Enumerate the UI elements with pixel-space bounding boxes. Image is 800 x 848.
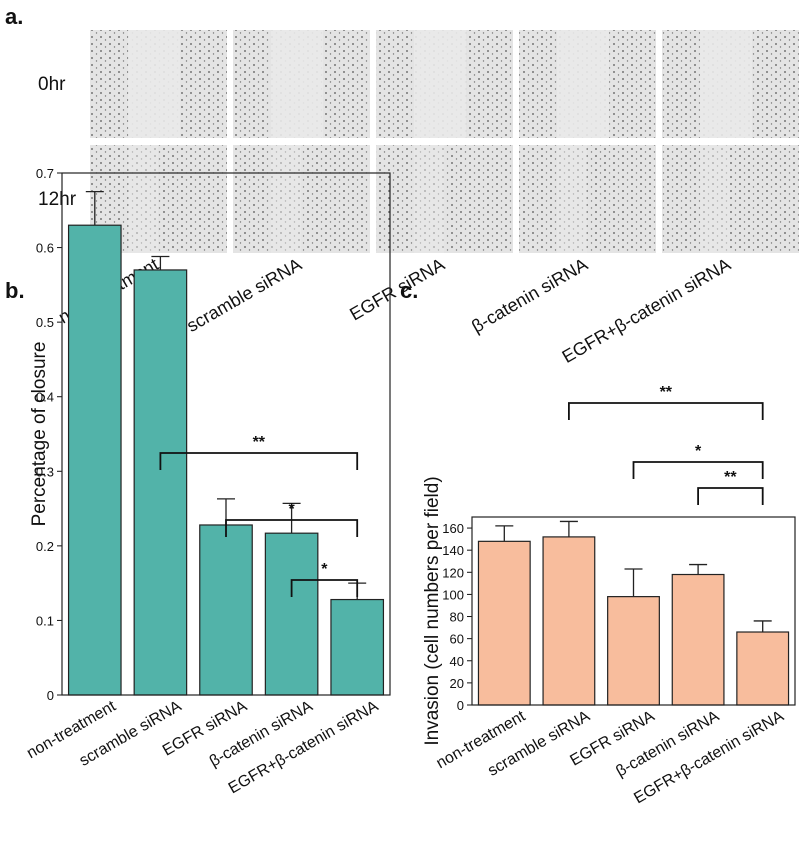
error-bar <box>282 502 301 534</box>
image-grid <box>90 30 799 253</box>
bar <box>736 631 790 706</box>
y-tick-label: 0.7 <box>36 166 54 181</box>
micrograph <box>376 145 513 253</box>
wound-gap <box>414 30 466 138</box>
significance-bracket <box>290 579 359 597</box>
wound-gap <box>414 145 444 253</box>
y-tick-label: 0.2 <box>36 539 54 554</box>
y-tick-label: 40 <box>450 654 464 669</box>
wound-gap <box>700 30 752 138</box>
column-label: scramble siRNA <box>183 254 305 336</box>
y-tick-label: 160 <box>442 521 464 536</box>
wound-gap <box>557 145 587 253</box>
bar <box>264 532 319 696</box>
significance-label: ** <box>724 469 737 486</box>
bar <box>477 540 531 706</box>
y-tick-label: 60 <box>450 632 464 647</box>
y-axis-label: Percentage of closure <box>29 342 50 527</box>
y-tick-label: 0.3 <box>36 464 54 479</box>
error-bar <box>559 520 578 537</box>
significance-label: * <box>695 443 702 460</box>
significance-bracket <box>568 402 764 420</box>
wound-gap <box>128 145 158 253</box>
significance-bracket <box>697 487 764 505</box>
panel-label: a. <box>5 4 23 29</box>
wound-gap <box>128 30 180 138</box>
bar <box>199 524 253 696</box>
plot-frame <box>61 172 391 696</box>
y-tick-label: 0.5 <box>36 315 54 330</box>
column-label: EGFR siRNA <box>346 254 448 324</box>
y-tick-label: 140 <box>442 543 464 558</box>
wound-gap <box>700 145 730 253</box>
significance-bracket <box>159 452 359 470</box>
error-bar <box>151 255 170 270</box>
significance-label: * <box>321 561 328 578</box>
significance-bracket <box>632 461 764 479</box>
error-bar <box>495 525 514 542</box>
y-tick-label: 0 <box>47 688 54 703</box>
significance-label: * <box>288 501 295 518</box>
panel-label: c. <box>400 278 418 303</box>
micrograph <box>519 145 656 253</box>
bar <box>67 224 122 696</box>
bar <box>542 536 596 706</box>
y-tick-label: 100 <box>442 587 464 602</box>
micrograph <box>662 145 799 253</box>
wound-gap <box>557 30 609 138</box>
y-tick-label: 80 <box>450 610 464 625</box>
significance-label: ** <box>660 384 673 401</box>
row-label: 12hr <box>38 189 77 210</box>
y-tick-label: 120 <box>442 565 464 580</box>
error-bar <box>624 568 643 597</box>
y-tick-label: 0.6 <box>36 241 54 256</box>
y-tick-label: 0 <box>457 698 464 713</box>
y-tick-label: 20 <box>450 676 464 691</box>
y-axis-label: Invasion (cell numbers per field) <box>422 476 443 745</box>
plot-frame <box>471 516 796 706</box>
significance-bracket <box>225 519 359 537</box>
row-label: 0hr <box>38 74 66 95</box>
y-tick-label: 0.4 <box>36 390 54 405</box>
bar <box>330 598 385 696</box>
bar <box>671 573 725 706</box>
error-bar <box>753 620 772 633</box>
bar <box>133 269 188 696</box>
error-bar <box>689 563 708 575</box>
wound-gap <box>271 145 301 253</box>
bar <box>607 596 660 706</box>
wound-gap <box>271 30 323 138</box>
panel-label: b. <box>5 278 25 303</box>
y-tick-label: 0.1 <box>36 613 54 628</box>
column-label: β-catenin siRNA <box>468 254 591 337</box>
error-bar <box>85 190 104 226</box>
significance-label: ** <box>253 434 266 451</box>
micrograph <box>233 145 370 253</box>
